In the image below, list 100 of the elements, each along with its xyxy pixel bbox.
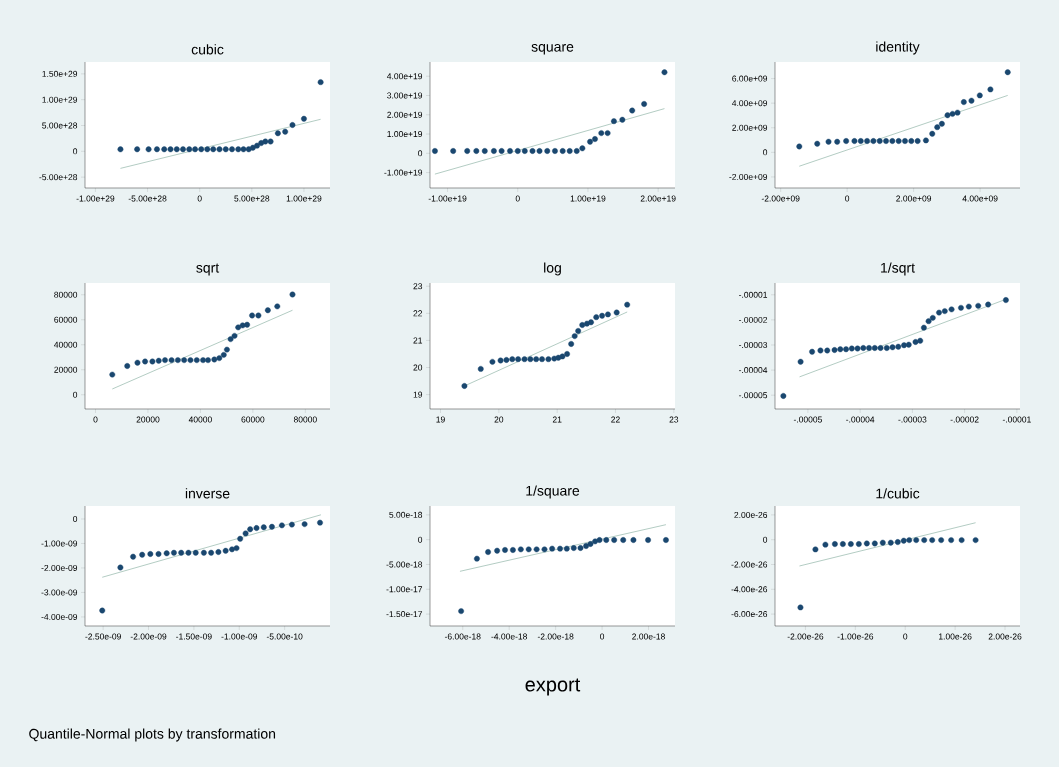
point [929, 314, 936, 321]
point [317, 519, 323, 526]
point [987, 86, 994, 93]
point [142, 358, 148, 365]
y-tick-label: 23 [413, 283, 423, 290]
point [109, 371, 116, 378]
x-tick-label: 0 [515, 195, 520, 202]
y-tick-label: 20 [413, 364, 423, 371]
point [174, 357, 181, 364]
point [235, 324, 242, 331]
y-tick-label: 22 [413, 310, 423, 317]
point [244, 321, 251, 328]
point [247, 526, 254, 533]
point [139, 551, 146, 558]
x-tick-label: 1.00e-26 [939, 633, 972, 640]
point [200, 549, 207, 556]
point [883, 138, 889, 144]
point [809, 348, 815, 355]
point [162, 357, 168, 364]
point [255, 312, 262, 319]
point [780, 393, 787, 399]
point [958, 304, 964, 311]
point [168, 357, 175, 364]
y-tick-label: 4.00e+19 [386, 73, 423, 80]
point [192, 549, 199, 556]
y-tick-label: -4.00e-09 [41, 613, 78, 620]
point [289, 521, 295, 528]
point [834, 138, 841, 145]
y-tick-label: 21 [413, 337, 423, 344]
x-tick-label: 2.00e-26 [988, 633, 1022, 640]
point [163, 550, 170, 557]
x-tick-label: -2.50e-09 [85, 633, 121, 640]
y-tick-label: -6.00e-26 [731, 611, 768, 618]
point [149, 358, 156, 365]
point [624, 301, 631, 308]
x-tick-label: -2.00e-26 [787, 633, 824, 640]
point [279, 522, 285, 529]
y-tick-label: -1.50e-17 [386, 611, 423, 618]
x-tick-label: -.00005 [793, 416, 822, 423]
x-axis-title: export [525, 678, 581, 696]
y-tick-label: 0 [73, 148, 78, 155]
chart-title: cubic [191, 44, 224, 55]
point [224, 346, 230, 353]
y-tick-label: 4.00e+09 [731, 100, 768, 107]
point [477, 365, 484, 372]
x-tick-label: -4.00e-18 [491, 633, 528, 640]
point [949, 110, 956, 117]
point [975, 302, 982, 309]
point [130, 553, 136, 560]
x-tick-label: -2.00e-18 [537, 633, 574, 640]
y-tick-label: 0 [418, 150, 423, 157]
y-tick-label: -1.00e-09 [41, 540, 78, 547]
chart-title: identity [876, 41, 920, 55]
point [905, 341, 912, 348]
point [914, 138, 921, 144]
x-tick-label: -5.00e-10 [266, 633, 303, 640]
point [797, 358, 804, 365]
y-tick-label: -2.00e-26 [731, 561, 768, 568]
x-tick-label: -.00002 [950, 416, 979, 423]
point [870, 138, 877, 144]
point [936, 309, 942, 316]
point [568, 341, 575, 347]
point [211, 356, 218, 363]
point [124, 363, 131, 369]
chart-title: log [544, 262, 561, 276]
point [269, 523, 275, 530]
point [895, 343, 902, 350]
point [155, 357, 162, 364]
y-tick-label: -5.00e-18 [386, 561, 423, 568]
x-tick-label: 2.00e+09 [896, 195, 932, 202]
point [814, 140, 821, 147]
point [264, 307, 271, 314]
point [301, 521, 308, 528]
x-tick-label: 80000 [293, 416, 317, 423]
y-tick-label: 1.50e+29 [42, 70, 78, 77]
point [857, 138, 864, 144]
point [216, 355, 223, 362]
point [227, 336, 234, 343]
point [605, 311, 611, 318]
x-tick-label: 20 [494, 416, 504, 423]
point [925, 318, 932, 325]
point [187, 357, 194, 364]
y-tick-label: 0 [418, 536, 423, 543]
chart-title: 1/sqrt [881, 262, 915, 276]
point [171, 549, 177, 556]
point [817, 347, 824, 354]
point [908, 138, 915, 144]
y-tick-label: 0 [763, 149, 768, 156]
point [185, 549, 192, 556]
point [571, 333, 578, 339]
x-tick-label: 0 [93, 416, 98, 423]
x-tick-label: -1.00e-26 [837, 633, 874, 640]
point [497, 357, 504, 364]
y-tick-label: -3.00e-09 [41, 589, 78, 596]
point [579, 322, 586, 328]
x-tick-label: -6.00e-18 [444, 633, 481, 640]
point [851, 138, 858, 144]
chart-title: 1/cubic [876, 488, 920, 499]
point [99, 607, 106, 614]
x-tick-label: -1.00e+29 [76, 195, 115, 202]
